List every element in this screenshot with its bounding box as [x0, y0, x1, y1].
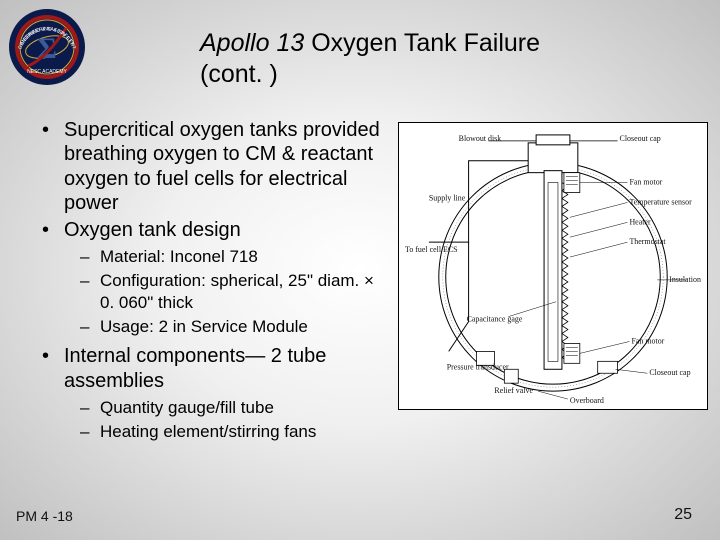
- label-supply-line: Supply line: [429, 193, 466, 202]
- label-closeout-cap: Closeout cap: [620, 134, 661, 143]
- label-fan-motor-bottom: Fan motor: [631, 336, 664, 345]
- oxygen-tank-diagram: Blowout disk Closeout cap Supply line To…: [398, 122, 708, 410]
- bullet-2-sub-1: Material: Inconel 718: [78, 246, 388, 268]
- bullet-2-sub-3: Usage: 2 in Service Module: [78, 316, 388, 338]
- bullet-2-text: Oxygen tank design: [64, 219, 241, 241]
- label-closeout-cap-bottom: Closeout cap: [649, 368, 690, 377]
- label-temperature-sensor: Temperature sensor: [629, 197, 692, 206]
- bullet-2: Oxygen tank design Material: Inconel 718…: [38, 218, 388, 339]
- bullet-3-text: Internal components— 2 tube assemblies: [64, 345, 326, 391]
- slide-title: Apollo 13 Oxygen Tank Failure (cont. ): [200, 28, 670, 91]
- title-line2: (cont. ): [200, 60, 278, 88]
- title-rest: Oxygen Tank Failure: [304, 29, 540, 57]
- label-pressure-transducer: Pressure transducer: [447, 362, 509, 371]
- footer-page-number: 25: [674, 506, 692, 524]
- label-insulation: Insulation: [669, 275, 701, 284]
- label-relief-valve: Relief valve: [494, 386, 533, 395]
- label-to-fuel-cell: To fuel cell ECS: [405, 245, 458, 254]
- label-fan-motor-top: Fan motor: [629, 178, 662, 187]
- label-blowout-disk: Blowout disk: [459, 134, 502, 143]
- nesc-logo: Σ NESC ACADEMY ENGINEERING & SAFETY ENGI…: [8, 8, 86, 86]
- bullet-3-sub-2: Heating element/stirring fans: [78, 421, 388, 443]
- label-overboard: Overboard: [570, 396, 604, 405]
- bullet-3: Internal components— 2 tube assemblies Q…: [38, 344, 388, 443]
- svg-text:NESC ACADEMY: NESC ACADEMY: [27, 69, 67, 75]
- bullet-3-sub-1: Quantity gauge/fill tube: [78, 397, 388, 419]
- title-italic: Apollo 13: [200, 29, 304, 57]
- label-heater: Heater: [629, 217, 651, 226]
- label-capacitance-gage: Capacitance gage: [467, 315, 523, 324]
- bullet-1: Supercritical oxygen tanks provided brea…: [38, 118, 388, 216]
- content-area: Supercritical oxygen tanks provided brea…: [38, 118, 388, 449]
- footer-page-ref: PM 4 -18: [16, 508, 73, 524]
- label-thermostat: Thermostat: [629, 237, 666, 246]
- bullet-2-sub-2: Configuration: spherical, 25" diam. × 0.…: [78, 270, 388, 314]
